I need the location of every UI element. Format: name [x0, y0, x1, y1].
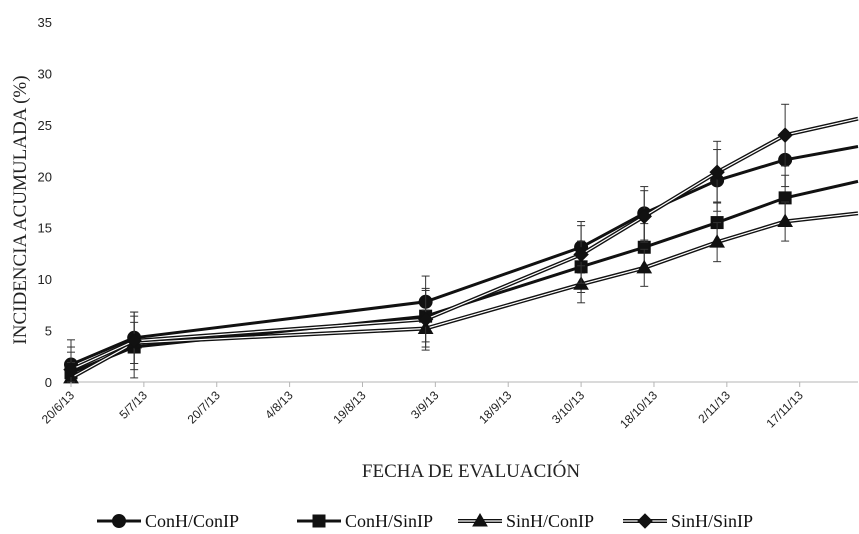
- data-point: [63, 361, 79, 378]
- x-tick-label: 18/9/13: [476, 388, 514, 426]
- series-line: [70, 145, 859, 366]
- plot-area: [63, 103, 859, 384]
- x-tick-label: 20/6/13: [39, 388, 77, 426]
- y-tick-label: 0: [45, 375, 52, 390]
- x-tick-label: 20/7/13: [185, 388, 223, 426]
- series-line: [70, 179, 859, 375]
- data-point: [709, 234, 725, 248]
- y-tick-label: 25: [38, 118, 52, 133]
- series-sinh-conip: [63, 201, 859, 384]
- legend-label: ConH/ConIP: [145, 511, 239, 531]
- data-point: [777, 213, 794, 228]
- x-tick-label: 3/10/13: [549, 388, 587, 426]
- x-tick-label: 2/11/13: [695, 388, 733, 426]
- data-point: [573, 246, 589, 263]
- legend-label: SinH/ConIP: [506, 511, 594, 531]
- x-tick-label: 19/8/13: [330, 388, 368, 426]
- y-axis-title: INCIDENCIA ACUMULADA (%): [10, 75, 31, 344]
- series-sinh-sinip: [63, 103, 859, 383]
- y-tick-label: 20: [38, 169, 52, 184]
- y-tick-label: 15: [38, 221, 52, 236]
- x-tick-label: 17/11/13: [764, 388, 807, 431]
- legend-label: SinH/SinIP: [671, 511, 753, 531]
- x-tick-label: 18/10/13: [617, 388, 660, 431]
- legend: ConH/ConIP ConH/SinIP SinH/ConIP SinH/SinIP: [97, 511, 753, 531]
- y-tick-label: 35: [38, 15, 52, 30]
- legend-item: SinH/ConIP: [458, 511, 594, 531]
- data-point: [126, 333, 142, 349]
- series-conh-sinip: [64, 174, 859, 383]
- x-axis-ticks: 20/6/13 5/7/13 20/7/13 4/8/13 19/8/13 3/9/13 1…: [39, 382, 806, 431]
- y-tick-label: 30: [38, 66, 52, 81]
- data-point: [777, 127, 793, 143]
- x-tick-label: 3/9/13: [408, 388, 442, 422]
- x-tick-label: 4/8/13: [262, 388, 296, 422]
- x-axis-title: FECHA DE EVALUACIÓN: [362, 460, 580, 482]
- legend-item: ConH/ConIP: [97, 511, 239, 531]
- legend-item: SinH/SinIP: [623, 511, 753, 531]
- data-point: [709, 164, 725, 180]
- data-point: [636, 208, 652, 225]
- series-line-inner: [70, 118, 859, 371]
- legend-marker: [472, 513, 488, 527]
- series-conh-conip: [64, 132, 859, 383]
- y-axis-ticks: 0 5 10 15 20 25 30 35: [38, 15, 52, 390]
- series-line: [70, 211, 859, 380]
- series-line-inner: [70, 212, 859, 379]
- y-tick-label: 5: [45, 324, 52, 339]
- legend-item: ConH/SinIP: [297, 511, 433, 531]
- legend-marker: [637, 513, 653, 529]
- legend-label: ConH/SinIP: [345, 511, 433, 531]
- legend-marker: [112, 514, 126, 528]
- y-tick-label: 10: [38, 272, 52, 287]
- data-point: [636, 259, 653, 274]
- legend-marker: [312, 514, 326, 528]
- x-tick-label: 5/7/13: [116, 388, 150, 422]
- data-point: [417, 311, 434, 327]
